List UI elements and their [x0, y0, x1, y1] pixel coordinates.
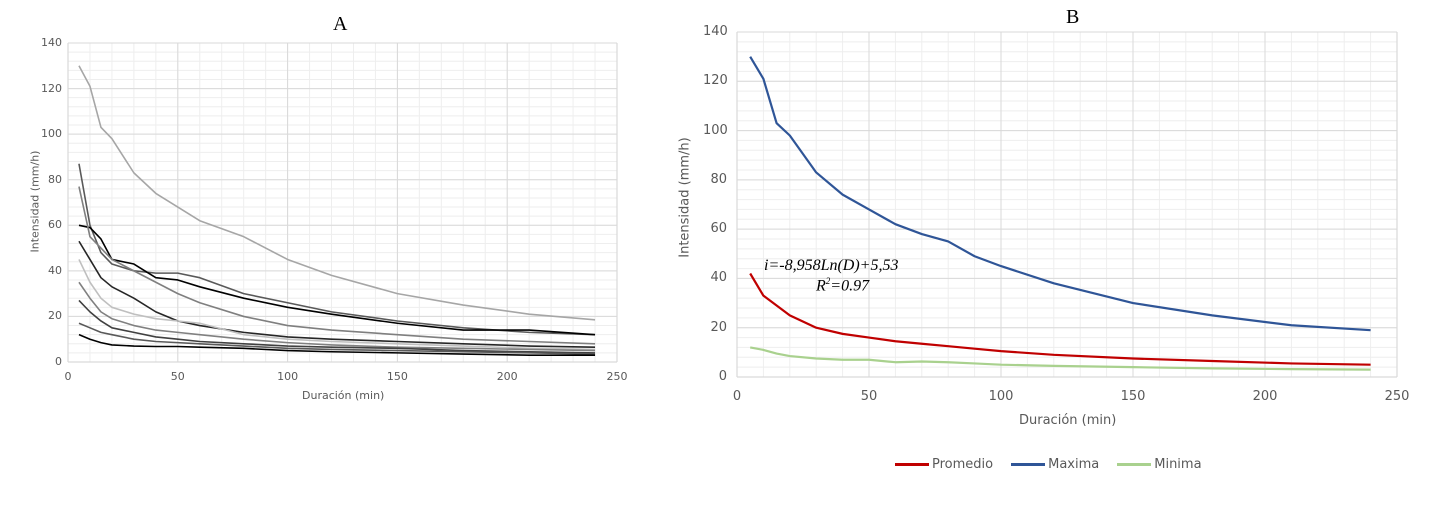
series-storm-6: [78, 259, 596, 351]
panel-a-title: A: [333, 13, 348, 35]
legend-item-maxima: Maxima: [1011, 457, 1099, 472]
series-storm-2: [78, 163, 596, 336]
y-tick-label: 140: [703, 24, 728, 39]
x-tick-label: 50: [170, 370, 185, 383]
x-tick-label: 200: [1252, 389, 1278, 404]
x-tick-label: 100: [277, 370, 299, 383]
regression-equation: i=-8,958Ln(D)+5,53: [764, 257, 899, 274]
legend-item-promedio: Promedio: [895, 457, 993, 472]
y-tick-label: 60: [710, 221, 727, 237]
legend-swatch-promedio: [895, 463, 929, 466]
x-tick-label: 250: [606, 370, 628, 383]
series-storm-5: [78, 240, 596, 348]
legend-label: Promedio: [932, 457, 994, 472]
y-tick-label: 80: [710, 171, 727, 187]
x-tick-label: 100: [988, 389, 1014, 404]
legend-label: Maxima: [1048, 457, 1100, 472]
legend-swatch-minima: [1117, 463, 1152, 466]
series-maxima: [749, 56, 1371, 332]
y-tick-label: 0: [55, 355, 62, 368]
y-tick-label: 100: [703, 122, 728, 138]
chart-a-y-axis-label: Intensidad (mm/h): [28, 150, 42, 253]
x-tick-label: 50: [860, 389, 878, 404]
y-tick-label: 40: [48, 263, 62, 277]
series-promedio: [749, 272, 1371, 366]
r-squared-label: R2=0.97: [816, 276, 869, 295]
y-tick-label: 100: [41, 127, 62, 141]
legend-item-minima: Minima: [1117, 457, 1202, 472]
series-minima: [749, 346, 1371, 371]
y-tick-label: 60: [48, 218, 62, 232]
chart-b-legend: Promedio Maxima Minima: [895, 457, 1202, 472]
x-tick-label: 0: [64, 370, 72, 383]
x-tick-label: 150: [1120, 389, 1146, 404]
series-storm-7: [78, 281, 596, 352]
x-tick-label: 0: [732, 389, 742, 404]
legend-label: Minima: [1154, 457, 1202, 472]
y-tick-label: 0: [718, 369, 727, 384]
y-tick-label: 20: [48, 309, 62, 323]
y-tick-label: 40: [710, 270, 727, 286]
r-squared-symbol: R: [816, 277, 826, 295]
x-tick-label: 250: [1384, 389, 1410, 404]
panel-b-title: B: [1066, 6, 1080, 28]
y-tick-label: 80: [48, 172, 62, 186]
x-tick-label: 150: [386, 370, 408, 383]
series-storm-8: [78, 299, 596, 354]
series-storm-min: [78, 333, 596, 356]
series-storm-max: [78, 65, 596, 321]
series-storm-3: [78, 224, 596, 336]
series-storm-4: [78, 186, 596, 345]
chart-b-y-axis-label: Intensidad (mm/h): [677, 137, 693, 258]
r-squared-value: =0.97: [830, 277, 870, 295]
y-tick-label: 120: [703, 73, 728, 89]
series-storm-9: [78, 322, 596, 355]
y-tick-label: 20: [710, 319, 727, 335]
x-tick-label: 200: [496, 370, 518, 383]
r-squared-exponent: 2: [825, 276, 831, 286]
y-tick-label: 120: [41, 81, 62, 95]
legend-swatch-maxima: [1011, 463, 1046, 466]
chart-b-x-axis-label: Duración (min): [1019, 413, 1117, 428]
y-tick-label: 140: [41, 36, 62, 49]
chart-a-x-axis-label: Duración (min): [302, 389, 385, 402]
